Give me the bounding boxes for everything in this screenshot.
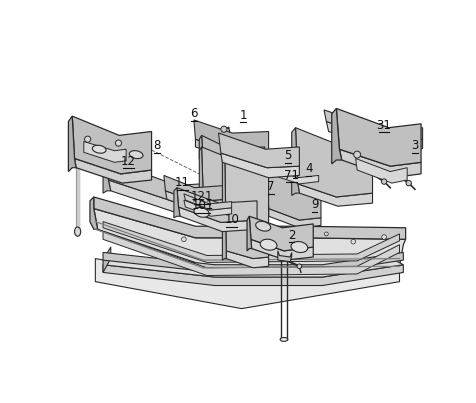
- Polygon shape: [267, 162, 321, 220]
- Polygon shape: [298, 184, 373, 206]
- Circle shape: [297, 264, 302, 268]
- Circle shape: [85, 136, 91, 142]
- Text: 4: 4: [305, 162, 312, 175]
- Text: 1: 1: [239, 108, 247, 122]
- Ellipse shape: [129, 151, 143, 159]
- Polygon shape: [222, 147, 226, 260]
- Text: 2: 2: [288, 229, 296, 242]
- Polygon shape: [90, 197, 98, 229]
- Polygon shape: [84, 141, 126, 162]
- Polygon shape: [103, 259, 403, 277]
- Polygon shape: [107, 160, 213, 203]
- Ellipse shape: [92, 145, 106, 153]
- Polygon shape: [202, 135, 265, 168]
- Polygon shape: [339, 149, 421, 178]
- Polygon shape: [203, 155, 265, 176]
- Polygon shape: [267, 168, 318, 184]
- Polygon shape: [218, 133, 299, 168]
- Polygon shape: [103, 160, 111, 193]
- Polygon shape: [247, 216, 252, 251]
- Polygon shape: [249, 216, 313, 251]
- Polygon shape: [194, 120, 268, 152]
- Circle shape: [278, 230, 282, 234]
- Ellipse shape: [291, 241, 308, 253]
- Polygon shape: [94, 208, 406, 268]
- Text: 6: 6: [190, 107, 198, 120]
- Circle shape: [325, 232, 328, 236]
- Circle shape: [354, 151, 361, 158]
- Polygon shape: [184, 200, 232, 216]
- Polygon shape: [203, 193, 261, 212]
- Polygon shape: [75, 158, 151, 183]
- Text: 101: 101: [191, 199, 214, 212]
- Polygon shape: [95, 259, 399, 309]
- Text: 3: 3: [411, 139, 418, 152]
- Text: 11: 11: [175, 176, 190, 189]
- Ellipse shape: [260, 239, 277, 250]
- Polygon shape: [199, 135, 203, 162]
- Circle shape: [221, 126, 227, 132]
- Polygon shape: [72, 116, 151, 174]
- Polygon shape: [251, 239, 313, 260]
- Text: 8: 8: [153, 139, 160, 152]
- Polygon shape: [103, 247, 111, 272]
- Polygon shape: [268, 208, 321, 228]
- Polygon shape: [278, 251, 292, 262]
- Polygon shape: [94, 197, 406, 239]
- Polygon shape: [184, 194, 232, 210]
- Circle shape: [381, 179, 387, 184]
- Polygon shape: [296, 128, 373, 197]
- Polygon shape: [221, 153, 299, 178]
- Polygon shape: [164, 175, 226, 202]
- Circle shape: [301, 231, 305, 235]
- Text: 7: 7: [267, 180, 275, 193]
- Circle shape: [181, 237, 186, 242]
- Polygon shape: [103, 265, 403, 285]
- Circle shape: [274, 242, 278, 247]
- Polygon shape: [69, 116, 76, 172]
- Polygon shape: [103, 222, 399, 262]
- Text: 10: 10: [224, 213, 239, 226]
- Text: 31: 31: [377, 118, 392, 131]
- Circle shape: [406, 181, 411, 186]
- Circle shape: [351, 239, 356, 244]
- Polygon shape: [174, 188, 180, 218]
- Polygon shape: [332, 108, 342, 164]
- Polygon shape: [165, 191, 226, 211]
- Polygon shape: [103, 252, 403, 272]
- Polygon shape: [265, 162, 268, 218]
- Text: 9: 9: [311, 198, 318, 211]
- Polygon shape: [327, 122, 423, 152]
- Polygon shape: [202, 147, 261, 203]
- Text: 12: 12: [121, 155, 136, 168]
- Polygon shape: [199, 147, 203, 201]
- Polygon shape: [226, 251, 268, 268]
- Polygon shape: [103, 232, 399, 276]
- Ellipse shape: [194, 208, 209, 217]
- Ellipse shape: [256, 221, 271, 231]
- Polygon shape: [178, 207, 257, 232]
- Polygon shape: [109, 180, 213, 214]
- Polygon shape: [177, 188, 257, 222]
- Polygon shape: [225, 147, 268, 259]
- Polygon shape: [324, 110, 423, 143]
- Text: 5: 5: [284, 150, 291, 162]
- Polygon shape: [356, 158, 407, 183]
- Text: 121: 121: [191, 190, 214, 203]
- Circle shape: [382, 235, 387, 239]
- Circle shape: [115, 140, 121, 146]
- Polygon shape: [337, 108, 421, 166]
- Text: 71: 71: [284, 168, 299, 182]
- Ellipse shape: [75, 227, 81, 236]
- Ellipse shape: [280, 337, 288, 341]
- Polygon shape: [292, 128, 299, 195]
- Polygon shape: [196, 139, 268, 160]
